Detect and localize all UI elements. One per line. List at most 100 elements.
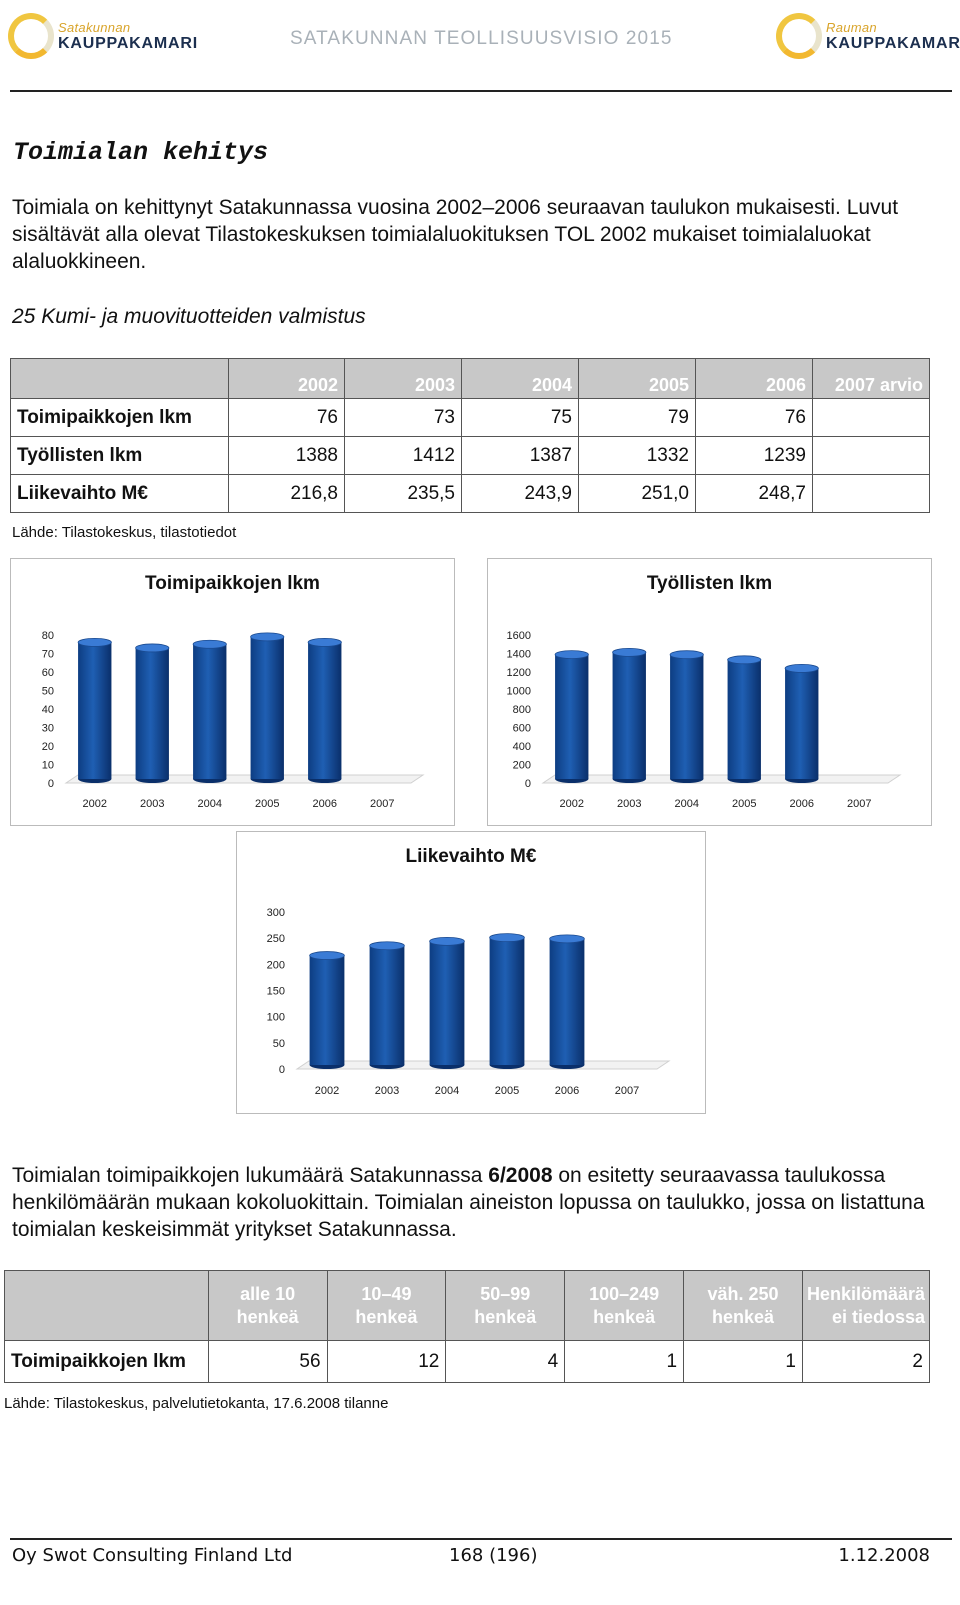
y-tick-label: 200 [267, 959, 285, 971]
x-tick-label: 2005 [495, 1085, 519, 1097]
bar [308, 642, 342, 779]
x-tick-label: 2005 [732, 798, 756, 810]
bar [489, 937, 525, 1065]
table-row: Toimipaikkojen lkm 56 12 4 1 1 2 [4, 1340, 931, 1383]
bar [193, 644, 227, 779]
bar [309, 955, 345, 1065]
table-cell: 1388 [228, 436, 345, 475]
logo-left-small: Satakunnan [58, 19, 131, 35]
x-tick-label: 2005 [255, 798, 279, 810]
satakunnan-kauppakamari-logo: Satakunnan KAUPPAKAMARI [8, 6, 198, 66]
y-tick-label: 400 [513, 741, 531, 753]
table-header-cell: 2002 [228, 358, 345, 399]
bar-top [489, 933, 525, 943]
row-label: Liikevaihto M€ [10, 474, 229, 513]
table-cell: 12 [326, 1340, 447, 1383]
table-header-cell [10, 358, 229, 399]
source-note: Lähde: Tilastokeskus, tilastotiedot [12, 524, 237, 541]
bar-top [669, 650, 704, 660]
table-cell: 56 [207, 1340, 328, 1383]
x-tick-label: 2006 [555, 1085, 579, 1097]
industry-subheading: 25 Kumi- ja muovituotteiden valmistus [12, 305, 366, 328]
y-tick-label: 50 [42, 686, 54, 698]
y-tick-label: 600 [513, 723, 531, 735]
chart-tyollisten: Työllisten lkm 0 200 400 600 800 1000 1200 1400 1… [487, 558, 932, 826]
row-label: Työllisten lkm [10, 436, 229, 475]
table-cell: 248,7 [695, 474, 813, 513]
y-tick-label: 60 [42, 667, 54, 679]
table-cell: 1412 [344, 436, 462, 475]
development-table: 2002 2003 2004 2005 2006 2007 arvio Toim… [10, 358, 930, 513]
logo-right-big: KAUPPAKAMARI [826, 34, 960, 52]
y-tick-label: 1200 [507, 667, 531, 679]
y-tick-label: 80 [42, 630, 54, 642]
table-cell [812, 474, 930, 513]
logo-left-big: KAUPPAKAMARI [58, 34, 198, 52]
bar [549, 938, 585, 1065]
table-cell: 1 [683, 1340, 803, 1383]
size-class-table: alle 10 henkeä 10–49 henkeä 50–99 henkeä… [4, 1270, 931, 1383]
chart-toimipaikkojen: Toimipaikkojen lkm 0 10 20 30 40 50 60 70 80 2002 2… [10, 558, 455, 826]
y-tick-label: 1400 [507, 649, 531, 661]
table-header-cell: 2004 [461, 358, 579, 399]
table-header-row: 2002 2003 2004 2005 2006 2007 arvio [10, 358, 930, 399]
y-tick-label: 100 [267, 1012, 285, 1024]
bar [135, 647, 169, 779]
table-cell: 251,0 [578, 474, 696, 513]
y-tick-label: 10 [42, 760, 54, 772]
table-cell: 2 [801, 1340, 931, 1383]
table-header-cell: 2005 [578, 358, 696, 399]
table-row: Liikevaihto M€ 216,8 235,5 243,9 251,0 2… [10, 474, 930, 513]
y-tick-label: 20 [42, 741, 54, 753]
bar-top [429, 936, 465, 946]
table-cell: 76 [228, 398, 345, 437]
table-cell: 1387 [461, 436, 579, 475]
bar [369, 945, 405, 1065]
header-divider [10, 90, 952, 92]
footer-page-number: 168 (196) [449, 1545, 538, 1566]
x-tick-label: 2002 [83, 798, 107, 810]
table-cell: 235,5 [344, 474, 462, 513]
bar-top [369, 941, 405, 951]
y-tick-label: 200 [513, 760, 531, 772]
x-tick-label: 2004 [435, 1085, 459, 1097]
x-tick-label: 2007 [847, 798, 871, 810]
table-cell: 4 [445, 1340, 566, 1383]
para-text-after: on esitetty seuraavassa taulukossa henki… [12, 1164, 925, 1241]
x-tick-label: 2003 [617, 798, 641, 810]
bar-top [612, 647, 647, 657]
chart-title: Työllisten lkm [647, 573, 772, 594]
table-header-cell [4, 1270, 209, 1341]
table-header-cell: väh. 250 henkeä [683, 1270, 803, 1341]
section-title: Toimialan kehitys [13, 138, 269, 167]
table-cell [812, 398, 930, 437]
table-header-cell: 2007 arvio [812, 358, 930, 399]
bar-top [549, 934, 585, 944]
chart-liikevaihto: Liikevaihto M€ 0 50 100 150 200 250 300 2002 2003… [236, 831, 706, 1114]
y-tick-label: 1600 [507, 630, 531, 642]
logo-ring-icon [8, 13, 54, 59]
x-tick-label: 2007 [615, 1085, 639, 1097]
table-cell: 79 [578, 398, 696, 437]
logo-right-small: Rauman [826, 19, 877, 35]
source-note: Lähde: Tilastokeskus, palvelutietokanta,… [4, 1395, 389, 1412]
x-tick-label: 2002 [315, 1085, 339, 1097]
bar [78, 642, 112, 779]
x-tick-label: 2004 [198, 798, 222, 810]
table-header-cell: 2003 [344, 358, 462, 399]
row-label: Toimipaikkojen lkm [10, 398, 229, 437]
bar [670, 654, 704, 779]
bar-top [250, 632, 285, 642]
chart-floor [64, 774, 425, 784]
table-cell: 73 [344, 398, 462, 437]
chart-title: Liikevaihto M€ [406, 846, 537, 867]
table-header-cell: 50–99 henkeä [445, 1270, 566, 1341]
rauman-kauppakamari-logo: Rauman KAUPPAKAMARI [776, 6, 960, 66]
bar-chart-svg: Toimipaikkojen lkm 0 10 20 30 40 50 60 70 80 2002 2… [42, 573, 425, 810]
table-row: Työllisten lkm 1388 1412 1387 1332 1239 [10, 436, 930, 475]
table-cell: 76 [695, 398, 813, 437]
bar [727, 659, 761, 779]
size-class-paragraph: Toimialan toimipaikkojen lukumäärä Satak… [12, 1162, 942, 1243]
bar [785, 668, 819, 779]
bar [612, 652, 646, 779]
